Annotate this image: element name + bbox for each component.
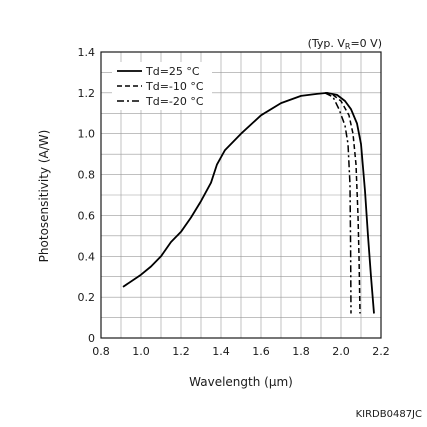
y-tick-labels: 0 0.2 0.4 0.6 0.8 1.0 1.2 1.4 bbox=[78, 46, 96, 345]
x-axis-title: Wavelength (μm) bbox=[189, 375, 293, 389]
y-axis-title: Photosensitivity (A/W) bbox=[37, 130, 51, 263]
y-tick-label: 0.8 bbox=[78, 169, 96, 182]
x-tick-label: 1.2 bbox=[172, 345, 190, 358]
y-tick-label: 0.4 bbox=[78, 250, 96, 263]
legend-label-1: Td=-10 °C bbox=[145, 80, 204, 93]
series-line-1 bbox=[324, 92, 361, 314]
series-line-0 bbox=[122, 92, 375, 314]
y-tick-label: 0.6 bbox=[78, 209, 96, 222]
legend-label-2: Td=-20 °C bbox=[145, 95, 204, 108]
y-tick-label: 1.2 bbox=[78, 87, 96, 100]
legend: Td=25 °C Td=-10 °C Td=-20 °C bbox=[117, 65, 204, 108]
y-tick-label: 1.0 bbox=[78, 128, 96, 141]
plot-frame bbox=[100, 51, 382, 339]
legend-label-0: Td=25 °C bbox=[145, 65, 200, 78]
x-tick-label: 1.6 bbox=[252, 345, 270, 358]
y-tick-label: 1.4 bbox=[78, 46, 96, 59]
x-tick-label: 2.2 bbox=[372, 345, 390, 358]
x-tick-label: 1.4 bbox=[212, 345, 230, 358]
y-tick-label: 0 bbox=[88, 332, 95, 345]
condition-note: (Typ. VR=0 V) bbox=[308, 37, 382, 51]
x-tick-label: 1.0 bbox=[132, 345, 150, 358]
x-tick-label: 2.0 bbox=[332, 345, 350, 358]
x-tick-label: 1.8 bbox=[292, 345, 310, 358]
y-tick-label: 0.2 bbox=[78, 291, 96, 304]
x-tick-labels: 0.8 1.0 1.2 1.4 1.6 1.8 2.0 2.2 bbox=[92, 345, 390, 358]
x-tick-label: 0.8 bbox=[92, 345, 110, 358]
figure-code: KIRDB0487JC bbox=[356, 409, 422, 420]
series-line-2 bbox=[324, 92, 352, 314]
series-lines bbox=[122, 92, 375, 314]
